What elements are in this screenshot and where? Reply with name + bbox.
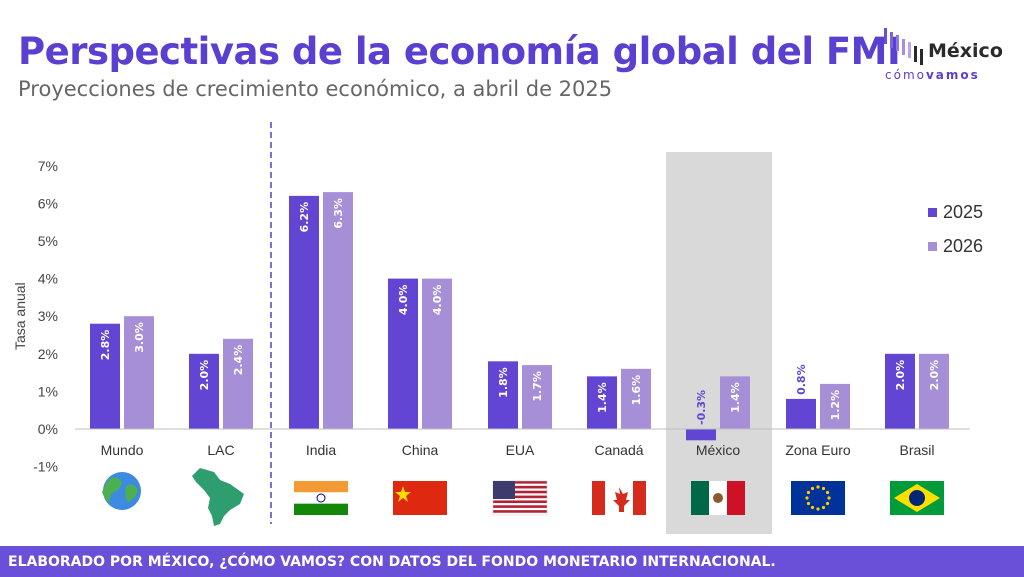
data-label: 1.6% [630,375,643,406]
y-tick-label: -1% [33,459,58,475]
category-label: India [306,442,337,458]
highlight-background [666,152,772,534]
data-label: 6.2% [298,202,311,233]
bar-2025 [289,195,319,429]
y-tick-label: 1% [38,383,58,399]
category-label: LAC [207,442,234,458]
category-label: EUA [506,442,535,458]
data-label: -0.3% [695,390,708,425]
growth-bar-chart: -1% 0% 1% 2% 3% 4% 5% 6% 7% Tasa anual 2.8% 2.0% 6.2… [12,122,983,534]
data-label: 1.4% [596,382,609,413]
bar-2025 [885,353,915,429]
data-label: 3.0% [133,322,146,353]
footer-source-text: ELABORADO POR MÉXICO, ¿CÓMO VAMOS? CON D… [8,554,776,570]
bar-2026 [522,365,552,429]
category-label: Brasil [899,442,934,458]
y-tick-label: 6% [38,195,58,211]
data-label: 1.4% [729,382,742,413]
mexico-como-vamos-logo: México cómovamos [880,26,1010,86]
category-label: Zona Euro [785,442,851,458]
bar-2025 [90,323,120,429]
y-tick-label: 2% [38,346,58,362]
world-globe-icon [102,472,141,510]
data-label: 4.0% [397,285,410,316]
bar-2026 [820,383,850,429]
data-label: 1.2% [829,390,842,421]
data-label: 6.3% [332,198,345,229]
bar-2026 [422,278,452,429]
y-tick-label: 7% [38,158,58,174]
latin-america-map-icon [192,468,244,526]
bar-2026 [919,353,949,429]
usa-flag-icon [492,480,548,516]
y-tick-label: 5% [38,233,58,249]
china-flag-icon [393,481,447,515]
india-flag-icon [294,481,348,515]
page-title: Perspectivas de la economía global del F… [18,30,901,73]
data-label: 4.0% [431,285,444,316]
category-label: México [696,442,741,458]
data-label: 2.0% [894,360,907,391]
bar-2026 [323,192,353,429]
category-label: Mundo [101,442,144,458]
logo-name: México [928,40,1003,62]
data-label: 2.4% [232,345,245,376]
bar-2026 [621,368,651,429]
mexico-flag-icon [691,481,745,515]
legend-label-2026: 2026 [943,236,983,256]
bar-2025 [786,398,816,429]
data-label: 2.0% [198,360,211,391]
bar-2025 [488,361,518,429]
bar-2026 [720,376,750,429]
legend-swatch-2026 [928,242,937,251]
bar-2025 [388,278,418,429]
logo-tagline: cómovamos [885,68,980,82]
y-axis-label: Tasa anual [12,282,28,350]
page-subtitle: Proyecciones de crecimiento económico, a… [18,77,613,101]
category-label: Canadá [594,442,643,458]
legend-swatch-2025 [928,208,937,217]
y-tick-label: 3% [38,308,58,324]
data-label: 0.8% [795,364,808,395]
canada-flag-icon [592,481,646,515]
data-label: 2.0% [928,360,941,391]
data-label: 1.8% [497,367,510,398]
footer-bar: ELABORADO POR MÉXICO, ¿CÓMO VAMOS? CON D… [0,546,1024,577]
y-tick-label: 4% [38,271,58,287]
bar-2026 [223,338,253,429]
bar-2025 [587,376,617,429]
data-label: 1.7% [531,371,544,402]
category-label: China [402,442,439,458]
bar-2025 [189,353,219,429]
brazil-flag-icon [890,481,944,515]
legend-label-2025: 2025 [943,202,983,222]
bar-2026 [124,316,154,429]
y-tick-label: 0% [38,421,58,437]
eu-flag-icon [791,481,845,515]
bars-logo-icon [884,28,923,65]
bar-2025 [686,429,716,441]
data-label: 2.8% [99,330,112,361]
